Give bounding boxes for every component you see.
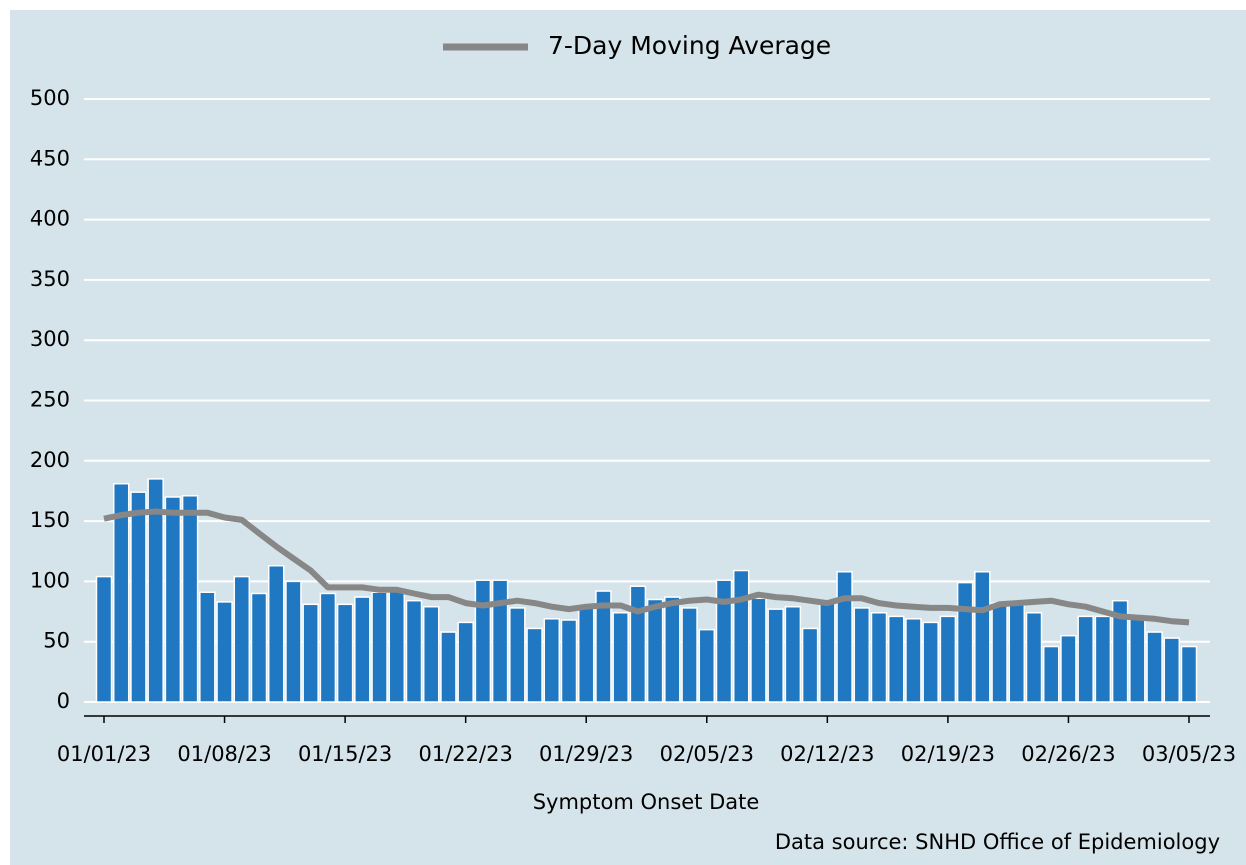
bar [1077,615,1094,703]
source-note: Data source: SNHD Office of Epidemiology [775,830,1220,854]
x-tick-label: 02/05/23 [660,742,754,766]
y-tick-label: 250 [30,388,70,412]
bar [732,569,750,703]
y-tick-label: 100 [30,568,70,592]
bar [801,627,819,703]
bar [1008,603,1026,703]
bar [681,607,698,703]
bar [715,579,733,703]
bar [199,591,216,703]
bar [233,575,251,703]
legend-label: 7-Day Moving Average [548,31,831,60]
bar [112,482,130,703]
x-tick-label: 01/01/23 [57,742,151,766]
bar [836,571,853,703]
bar [560,619,578,703]
bar [629,585,647,703]
x-tick-label: 01/08/23 [177,742,271,766]
bar [354,596,371,703]
bar [1163,637,1181,703]
bar [784,605,802,703]
bar [336,603,354,703]
y-tick-label: 350 [30,267,70,291]
y-tick-label: 0 [57,689,70,713]
bar [853,607,871,703]
y-tick-label: 300 [30,327,70,351]
bar [509,607,526,703]
bar [250,592,268,703]
bar [267,564,285,703]
x-tick-label: 01/22/23 [419,742,513,766]
bar [1111,599,1129,703]
x-tick-label: 02/19/23 [901,742,995,766]
x-tick-label: 02/12/23 [780,742,874,766]
bar [819,602,836,703]
bar [302,603,319,703]
y-tick-label: 150 [30,508,70,532]
bar [1060,634,1077,703]
y-tick-label: 200 [30,448,70,472]
bar [991,602,1008,703]
bar [405,599,423,703]
bar [1025,612,1043,703]
x-tick-label: 02/26/23 [1021,742,1115,766]
bar [767,608,784,703]
y-tick-label: 450 [30,146,70,170]
bar [285,580,302,703]
bar [474,579,492,703]
bar [870,612,888,703]
bar [1094,615,1112,703]
bar [216,601,233,703]
bar [95,575,113,703]
bar [440,631,457,703]
bar [698,628,716,703]
bar [974,571,991,703]
bar [646,598,664,703]
bar [422,605,440,703]
bar [905,618,922,703]
bar [543,618,561,703]
bar [371,591,388,703]
x-tick-label: 01/15/23 [298,742,392,766]
y-tick-label: 500 [30,86,70,110]
bar [1129,615,1146,703]
bar [887,615,905,703]
bar [181,495,199,703]
bar [1146,631,1163,703]
bar [939,615,957,703]
bar [750,597,767,703]
bar [1042,645,1060,703]
bar [595,590,612,703]
bar [526,627,543,703]
bar [1180,645,1198,703]
x-axis-label: Symptom Onset Date [533,790,760,814]
bar [612,612,629,703]
bar [664,596,681,703]
chart-background [10,10,1246,865]
bar [130,491,147,703]
bar [164,496,182,703]
bar [577,605,595,703]
bar [147,478,164,703]
moving-average-line [103,508,1190,626]
bar [388,590,406,703]
x-tick-label: 01/29/23 [539,742,633,766]
y-tick-label: 400 [30,207,70,231]
bar [922,621,939,703]
y-tick-label: 50 [43,629,70,653]
bar [956,581,974,703]
bar [491,579,509,703]
x-tick-label: 03/05/23 [1142,742,1236,766]
bar [319,592,337,703]
bar [457,621,474,703]
